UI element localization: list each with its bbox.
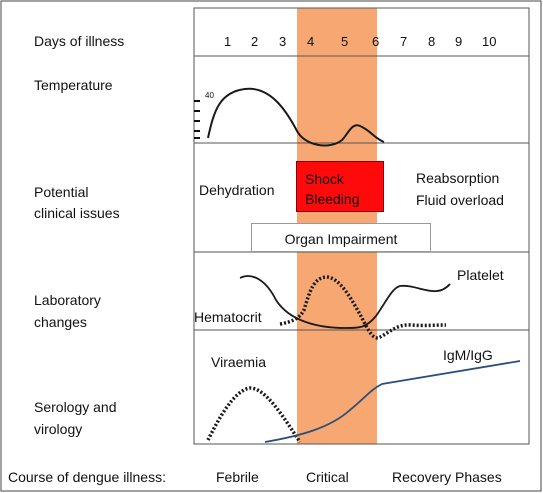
phase-recovery: Recovery Phases (392, 469, 502, 485)
day-label: 3 (279, 34, 287, 49)
row-label-serology-1: Serology and (34, 399, 117, 415)
temperature-curve (207, 87, 385, 147)
dehydration-label: Dehydration (199, 182, 275, 198)
row-label-lab-2: changes (34, 314, 87, 330)
course-label: Course of dengue illness: (8, 469, 166, 485)
reabsorption-label: Reabsorption (416, 170, 500, 186)
day-label: 5 (341, 34, 349, 49)
row-label-days: Days of illness (34, 33, 125, 49)
row-label-clinical-2: clinical issues (34, 205, 120, 221)
platelet-label: Platelet (457, 267, 504, 283)
shock-label: Shock (305, 171, 344, 187)
fluid-overload-label: Fluid overload (416, 192, 504, 208)
viraemia-label: Viraemia (211, 354, 266, 370)
platelet-curve (239, 275, 451, 329)
hematocrit-label: Hematocrit (194, 309, 262, 325)
bleeding-label: Bleeding (305, 191, 360, 207)
day-label: 10 (482, 34, 497, 49)
phase-critical: Critical (306, 469, 349, 485)
organ-impairment-box: Organ Impairment (251, 223, 431, 252)
shock-bleeding-box: Shock Bleeding (296, 161, 384, 212)
phase-febrile: Febrile (216, 469, 259, 485)
igm-igg-curve (264, 360, 521, 443)
day-label: 4 (307, 34, 315, 49)
grid-frame (193, 7, 530, 445)
hematocrit-curve (279, 275, 447, 340)
viraemia-curve (206, 386, 302, 443)
igm-igg-label: IgM/IgG (443, 347, 493, 363)
day-label: 9 (455, 34, 463, 49)
organ-impairment-label: Organ Impairment (284, 231, 398, 247)
day-label: 8 (428, 34, 436, 49)
row-label-temperature: Temperature (34, 77, 113, 93)
day-label: 6 (372, 34, 380, 49)
day-label: 2 (251, 34, 259, 49)
day-label: 7 (400, 34, 408, 49)
temperature-tick-label: 40 (205, 91, 214, 100)
row-label-clinical-1: Potential (34, 184, 89, 200)
row-label-serology-2: virology (34, 421, 83, 437)
row-label-lab-1: Laboratory (34, 292, 101, 308)
day-label: 1 (224, 34, 232, 49)
